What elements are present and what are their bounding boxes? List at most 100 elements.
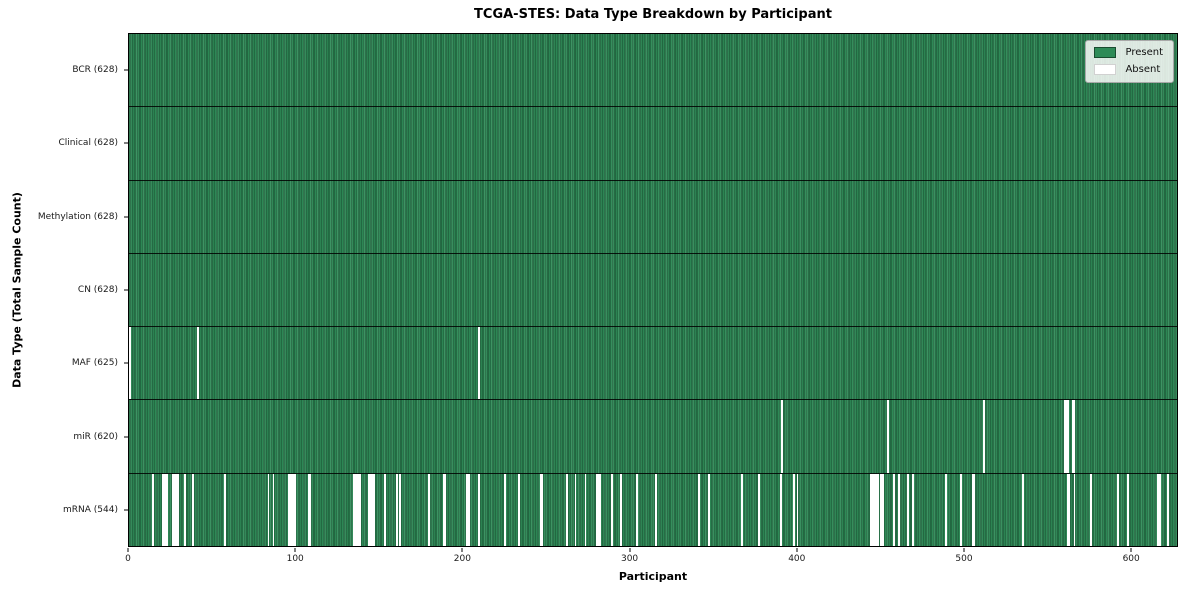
absent-bar [442, 473, 445, 546]
absent-bar [372, 473, 375, 546]
absent-bar [287, 473, 290, 546]
absent-bar [1066, 473, 1069, 546]
absent-bar [504, 473, 507, 546]
absent-bar [384, 473, 387, 546]
absent-bar [1166, 473, 1169, 546]
row-cn [129, 253, 1177, 328]
absent-bar [973, 473, 976, 546]
ytick-mark [124, 509, 128, 511]
legend-label-present: Present [1125, 47, 1163, 58]
absent-bar [370, 473, 373, 546]
row-maf [129, 327, 1177, 401]
xtick-mark [1130, 548, 1132, 552]
absent-bar [1021, 473, 1024, 546]
absent-bar [911, 473, 914, 546]
ytick-mark [124, 436, 128, 438]
absent-bar [352, 473, 355, 546]
absent-bar [879, 473, 882, 546]
row-bcr [129, 34, 1177, 108]
absent-bar [1065, 400, 1068, 473]
absent-bar [898, 473, 901, 546]
absent-bar [1156, 473, 1159, 546]
absent-bar [355, 473, 358, 546]
absent-bar [873, 473, 876, 546]
ytick-mark [124, 289, 128, 291]
absent-bar [307, 473, 310, 546]
chart-title: TCGA-STES: Data Type Breakdown by Partic… [474, 7, 832, 22]
absent-bar [172, 473, 175, 546]
absent-bar [1126, 473, 1129, 546]
xtick-mark [796, 548, 798, 552]
xtick-mark [963, 548, 965, 552]
xtick-label-200: 200 [453, 554, 471, 564]
absent-bar [793, 473, 796, 546]
absent-bar [164, 473, 166, 546]
row-mir [129, 400, 1177, 474]
ytick-mark [124, 216, 128, 218]
absent-bar [290, 473, 293, 546]
xtick-label-400: 400 [788, 554, 806, 564]
absent-bar [796, 473, 799, 546]
xtick-mark [461, 548, 463, 552]
legend-swatch-absent [1094, 64, 1117, 75]
ytick-label-cn: CN (628) [77, 285, 118, 295]
absent-bar [708, 473, 710, 546]
absent-bar [175, 473, 178, 546]
absent-bar [272, 473, 275, 546]
absent-bar [945, 473, 947, 546]
absent-bar [467, 473, 470, 546]
absent-bar [267, 473, 270, 546]
absent-bar [444, 473, 447, 546]
absent-bar [152, 473, 155, 546]
absent-bar [224, 473, 226, 546]
absent-bar [541, 473, 544, 546]
ytick-label-methylation: Methylation (628) [37, 211, 118, 222]
absent-bar [1116, 473, 1119, 546]
absent-bar [477, 473, 480, 546]
absent-bar [367, 473, 370, 546]
legend-item-present: Present [1094, 47, 1163, 58]
plot-area: Present Absent [128, 33, 1178, 547]
absent-bar [619, 473, 622, 546]
absent-bar [192, 473, 195, 546]
row-mrna [129, 473, 1177, 546]
absent-bar [396, 473, 398, 546]
legend-label-absent: Absent [1125, 64, 1161, 75]
xtick-label-0: 0 [125, 554, 131, 564]
absent-bar [698, 473, 700, 546]
absent-bar [983, 400, 986, 473]
absent-bar [165, 473, 168, 546]
xtick-label-100: 100 [286, 554, 304, 564]
ytick-mark [124, 362, 128, 364]
absent-bar [741, 473, 744, 546]
absent-bar [184, 473, 186, 546]
ytick-label-maf: MAF (625) [71, 358, 118, 369]
absent-bar [1063, 400, 1066, 473]
ytick-label-mir: miR (620) [73, 431, 118, 442]
xtick-mark [127, 548, 129, 552]
row-clinical [129, 107, 1177, 181]
absent-bar [197, 327, 200, 400]
ytick-label-mrna: mRNA (544) [63, 505, 118, 516]
absent-bar [906, 473, 909, 546]
absent-bar [162, 473, 165, 546]
absent-bar [584, 473, 587, 546]
absent-bar [881, 473, 884, 546]
absent-bar [1068, 473, 1071, 546]
absent-bar [294, 473, 297, 546]
absent-bar [599, 473, 602, 546]
absent-bar [466, 473, 468, 546]
ytick-mark [124, 69, 128, 71]
absent-bar [1066, 400, 1069, 473]
absent-bar [357, 473, 360, 546]
row-methylation [129, 180, 1177, 254]
absent-bar [177, 473, 180, 546]
absent-bar [886, 400, 889, 473]
absent-bar [517, 473, 520, 546]
absent-bar [309, 473, 312, 546]
absent-bar [1073, 473, 1076, 546]
absent-bar [354, 473, 357, 546]
absent-bar [781, 400, 784, 473]
absent-bar [359, 473, 362, 546]
